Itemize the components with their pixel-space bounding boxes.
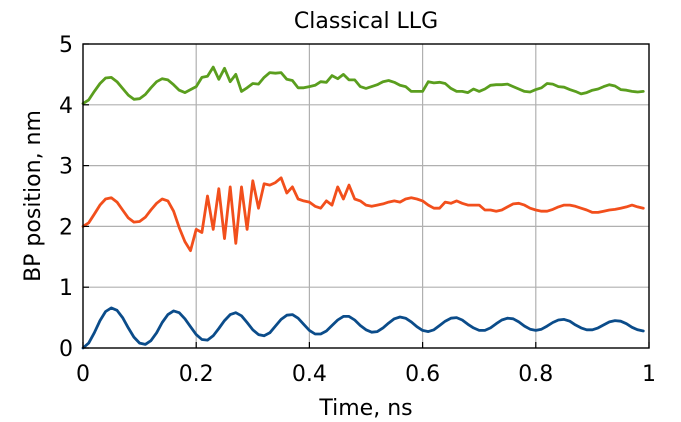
plot-frame (82, 43, 650, 349)
y-tick-label: 5 (59, 33, 73, 58)
series-line-2 (81, 176, 645, 253)
series-lines (81, 65, 645, 350)
x-tick-label: 0.8 (518, 362, 553, 387)
y-axis-label: BP position, nm (21, 110, 46, 282)
series-line-1 (81, 65, 645, 105)
x-tick-label: 0.4 (292, 362, 327, 387)
x-tick-label: 0 (76, 362, 90, 387)
x-tick-label: 0.6 (405, 362, 440, 387)
y-tick-label: 3 (59, 155, 73, 180)
x-tick-label: 0.2 (179, 362, 214, 387)
chart-title: Classical LLG (294, 9, 438, 34)
y-tick-label: 2 (59, 215, 73, 240)
y-tick-label: 1 (59, 276, 73, 301)
tick-labels: 0 0.2 0.4 0.6 0.8 1 0 1 2 3 4 5 (59, 33, 656, 387)
x-tick-label: 1 (642, 362, 656, 387)
series-line-3 (81, 306, 645, 350)
y-tick-label: 0 (59, 337, 73, 362)
y-tick-label: 4 (59, 94, 73, 119)
x-axis-label: Time, ns (318, 396, 412, 421)
